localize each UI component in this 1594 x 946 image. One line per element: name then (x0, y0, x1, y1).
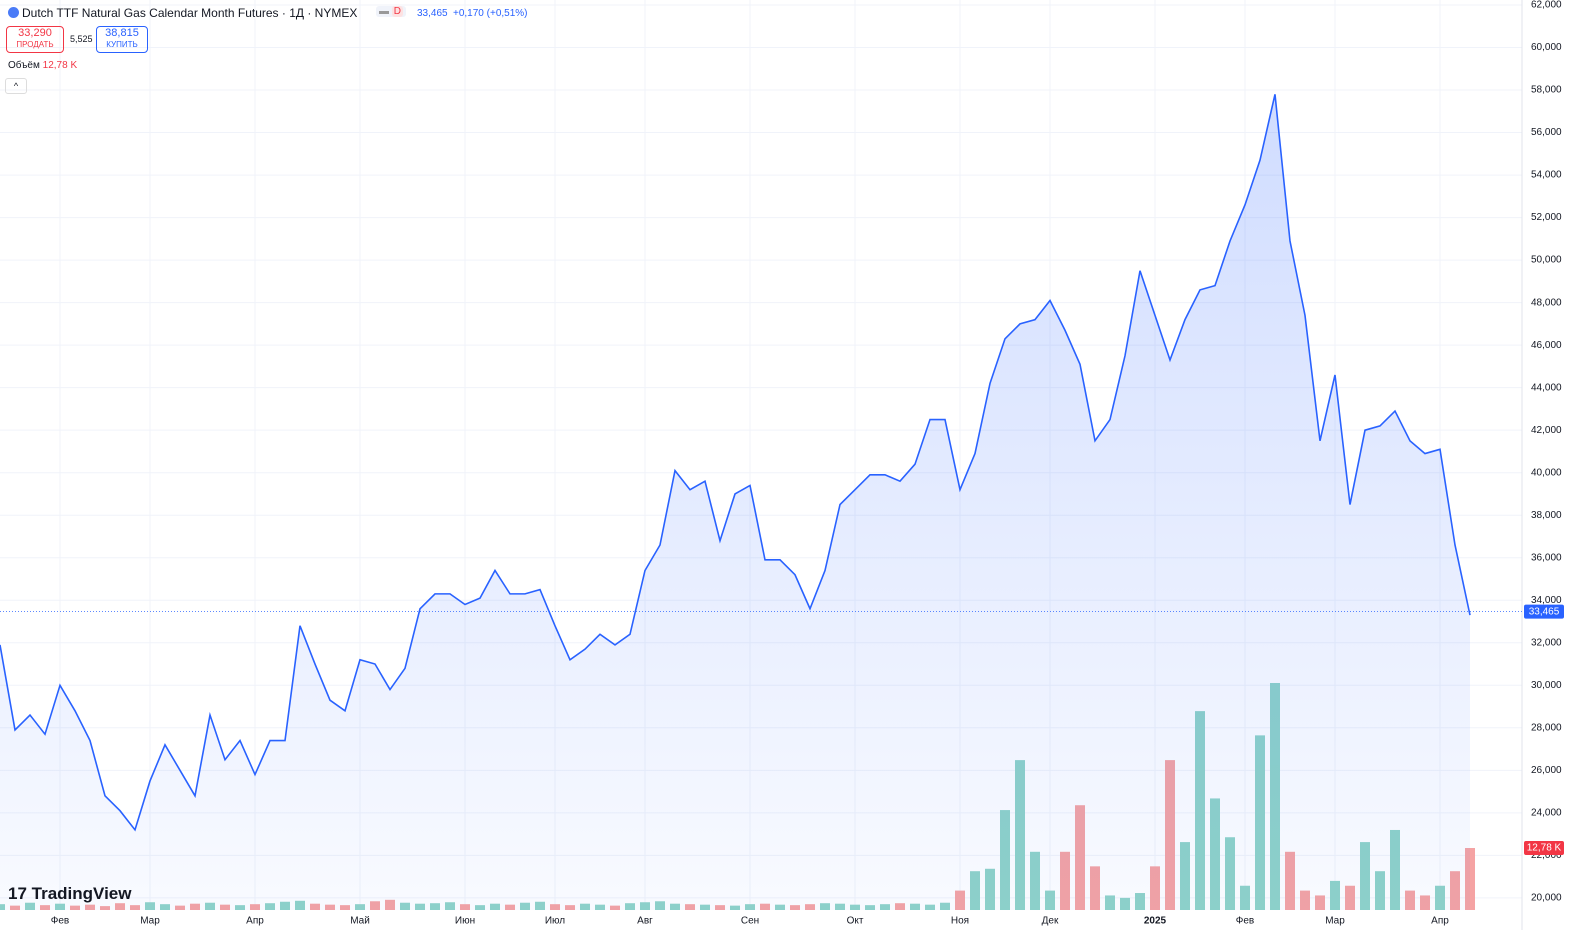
x-tick-label: Апр (1431, 916, 1449, 927)
buy-button[interactable]: 38,815 КУПИТЬ (96, 26, 148, 53)
y-tick-label: 58,000 (1531, 85, 1562, 96)
y-tick-label: 26,000 (1531, 765, 1562, 776)
buy-label: КУПИТЬ (106, 40, 138, 49)
volume-value-label: 12,78 K (1527, 843, 1562, 854)
x-tick-label: 2025 (1144, 916, 1167, 927)
volume-value: 12,78 K (42, 60, 78, 71)
price-line (0, 94, 1471, 832)
y-tick-label: 50,000 (1531, 255, 1562, 266)
y-tick-label: 42,000 (1531, 425, 1562, 436)
x-tick-label: Апр (246, 916, 264, 927)
price-area (0, 94, 1470, 910)
y-tick-label: 38,000 (1531, 510, 1562, 521)
sell-price: 33,290 (18, 27, 52, 39)
volume-label: Объём (8, 60, 40, 71)
y-tick-label: 56,000 (1531, 127, 1562, 138)
spread: 5,525 (70, 34, 93, 44)
volume-label-box (1524, 841, 1564, 856)
price-change: +0,170 (+0,51%) (453, 8, 528, 19)
y-tick-label: 30,000 (1531, 680, 1562, 691)
x-tick-label: Сен (741, 916, 759, 927)
x-tick-label: Мар (140, 916, 160, 927)
last-price-label: 33,465 (1529, 606, 1560, 617)
y-tick-label: 48,000 (1531, 297, 1562, 308)
sell-label: ПРОДАТЬ (16, 40, 54, 49)
badge-text: D (391, 6, 404, 17)
y-tick-label: 40,000 (1531, 467, 1562, 478)
x-tick-label: Окт (847, 916, 864, 927)
y-tick-label: 36,000 (1531, 552, 1562, 563)
y-tick-label: 24,000 (1531, 807, 1562, 818)
y-tick-label: 22,000 (1531, 850, 1562, 861)
symbol-title[interactable]: Dutch TTF Natural Gas Calendar Month Fut… (8, 6, 357, 20)
x-tick-label: Авг (637, 916, 653, 927)
x-tick-label: Июн (455, 916, 475, 927)
y-tick-label: 44,000 (1531, 382, 1562, 393)
title-text: Dutch TTF Natural Gas Calendar Month Fut… (22, 6, 358, 20)
y-tick-label: 28,000 (1531, 722, 1562, 733)
y-tick-label: 60,000 (1531, 42, 1562, 53)
logo: 17 TradingView (8, 884, 132, 903)
y-tick-label: 34,000 (1531, 595, 1562, 606)
x-tick-label: Ноя (951, 916, 969, 927)
x-tick-label: Фев (51, 916, 69, 927)
y-tick-label: 52,000 (1531, 212, 1562, 223)
logo-text: TradingView (31, 884, 132, 903)
x-tick-label: Дек (1042, 916, 1059, 927)
sell-button[interactable]: 33,290 ПРОДАТЬ (6, 26, 64, 53)
last-price-box (1524, 604, 1564, 619)
buy-price: 38,815 (105, 27, 139, 39)
y-tick-label: 20,000 (1531, 893, 1562, 904)
y-tick-label: 46,000 (1531, 340, 1562, 351)
last-price: 33,465 (417, 8, 448, 19)
x-tick-label: Фев (1236, 916, 1254, 927)
interval-badge[interactable]: ▬ D (376, 6, 407, 17)
x-tick-label: Июл (545, 916, 565, 927)
volume-legend: Объём 12,78 K (8, 60, 77, 71)
y-tick-label: 62,000 (1531, 0, 1562, 11)
x-tick-label: Мар (1325, 916, 1345, 927)
y-tick-label: 32,000 (1531, 637, 1562, 648)
collapse-button[interactable]: ^ (5, 78, 27, 94)
x-tick-label: Май (350, 916, 370, 927)
y-tick-label: 54,000 (1531, 170, 1562, 181)
